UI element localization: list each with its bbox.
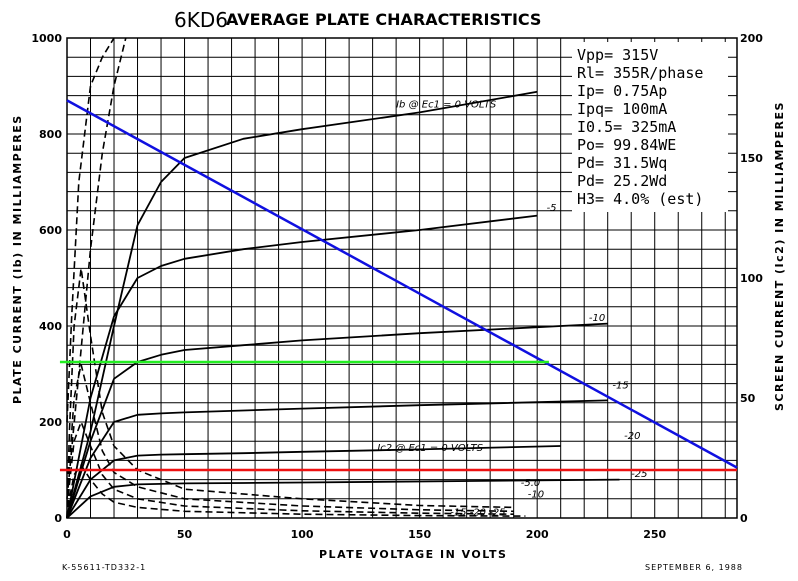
load-line [66, 99, 738, 469]
screen-curve-0 [66, 268, 514, 519]
annotation-line: Ipq= 100mA [577, 100, 667, 118]
annotation-line: Vpp= 315V [577, 46, 658, 64]
y2-axis-label: SCREEN CURRENT (Ic2) IN MILLIAMPERES [773, 101, 786, 411]
overlay-lines [59, 99, 738, 472]
x-tick-label: 150 [408, 528, 431, 541]
annotation-line: Ip= 0.75Ap [577, 82, 667, 100]
x-axis-ticks: 0 50 100 150 200 250 [63, 528, 666, 541]
x-tick-label: 200 [526, 528, 549, 541]
plate-curve-label: Ib @ Ec1 = 0 VOLTS [396, 100, 497, 111]
y2-tick-label: 0 [740, 512, 748, 525]
chart-title: AVERAGE PLATE CHARACTERISTICS [226, 10, 541, 29]
y-tick-label: 800 [39, 128, 62, 141]
chart-title-prefix: 6KD6 [174, 8, 228, 32]
y-tick-label: 400 [39, 320, 62, 333]
y2-tick-label: 50 [740, 392, 756, 405]
sweep-curve-0 [66, 37, 115, 423]
annotation-line: Rl= 355R/phase [577, 64, 703, 82]
annotation-background [572, 42, 728, 212]
annotation-line: Pd= 31.5Wq [577, 154, 667, 172]
y-axis-label: PLATE CURRENT (Ib) IN MILLIAMPERES [11, 114, 24, 404]
screen-curve-label: -10 [528, 489, 544, 500]
y-tick-label: 200 [39, 416, 62, 429]
annotation-line: I0.5= 325mA [577, 118, 676, 136]
sweep-curve-1 [66, 37, 127, 499]
y-tick-label: 1000 [31, 32, 62, 45]
screen-curve-label: Ic2 @ Ec1 = 0 VOLTS [377, 443, 483, 454]
plate-curve-3 [66, 399, 608, 519]
y2-tick-label: 150 [740, 152, 763, 165]
x-tick-label: 100 [291, 528, 314, 541]
screen-curve-label: -15 -20 -25 [450, 508, 505, 519]
x-tick-label: 0 [63, 528, 71, 541]
plate-curve-label: -15 [612, 380, 628, 391]
y2-tick-label: 200 [740, 32, 763, 45]
plate-curve-label: -25 [631, 469, 647, 480]
footer-right: SEPTEMBER 6, 1988 [645, 563, 743, 572]
x-tick-label: 50 [177, 528, 193, 541]
y2-tick-label: 100 [740, 272, 763, 285]
y-tick-label: 600 [39, 224, 62, 237]
plate-curve-1 [66, 214, 538, 519]
annotation-line: Po= 99.84WE [577, 136, 676, 154]
plate-curve-2 [66, 322, 608, 519]
footer-left: K-55611-TD332-1 [62, 563, 146, 572]
screen-curve-1 [66, 364, 514, 519]
annotation-line: H3= 4.0% (est) [577, 190, 703, 208]
plate-curve-5 [66, 478, 620, 519]
y2-axis-ticks: 0 50 100 150 200 [740, 32, 763, 525]
curves: Ib @ Ec1 = 0 VOLTS -5 -10 -15 -20 -25 Ic2 @ Ec… [66, 37, 648, 519]
plate-curve-0 [66, 90, 538, 519]
y-axis-ticks: 0 200 400 600 800 1000 [31, 32, 62, 525]
x-axis-label: PLATE VOLTAGE IN VOLTS [319, 548, 507, 561]
plot-frame [66, 37, 738, 519]
annotation-line: Pd= 25.2Wd [577, 172, 667, 190]
screen-curve-2 [66, 419, 514, 519]
screen-curve-label: -5.0 [521, 478, 541, 489]
x-tick-label: 250 [643, 528, 666, 541]
plate-curve-label: -20 [624, 431, 640, 442]
screen-curve-3 [66, 463, 526, 519]
y-tick-label: 0 [54, 512, 62, 525]
plate-curve-label: -5 [547, 203, 557, 214]
plate-curve-label: -10 [589, 313, 605, 324]
